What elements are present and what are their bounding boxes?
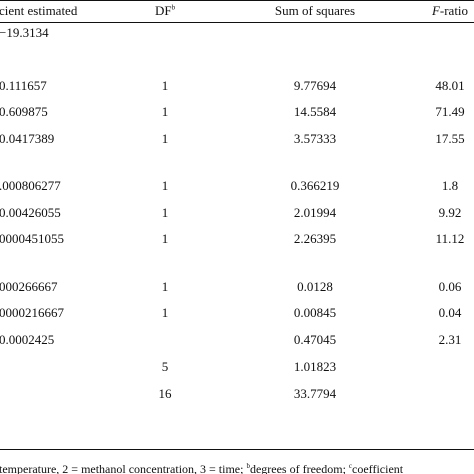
header-coefficient: cient estimated (0, 3, 78, 18)
cell-f-ratio: 0.06 (438, 279, 462, 294)
footnote-superscript-c: c (348, 462, 353, 470)
cell-sum-of-squares: 3.57333 (293, 131, 337, 146)
header-f-ratio: F-ratio (431, 3, 469, 18)
cell-df: 1 (161, 131, 169, 146)
footnote-superscript-b: b (246, 462, 250, 470)
cell-df: 16 (158, 386, 172, 401)
cell-f-ratio: 1.8 (441, 178, 459, 193)
cell-f-ratio: 48.01 (435, 78, 465, 93)
cell-df: 1 (161, 78, 169, 93)
cell-df: 1 (161, 104, 169, 119)
cell-coefficient: .000806277 (0, 178, 61, 193)
cell-coefficient: 000266667 (0, 279, 58, 294)
cell-coefficient: −19.3134 (0, 25, 49, 40)
table-bottom-rule (0, 449, 474, 450)
cell-df: 5 (161, 359, 169, 374)
cell-coefficient: 0.111657 (0, 78, 47, 93)
cell-f-ratio: 9.92 (438, 205, 462, 220)
header-df: DFb (154, 3, 176, 18)
cell-coefficient: 0.00426055 (0, 205, 61, 220)
cell-sum-of-squares: 2.26395 (293, 231, 337, 246)
cell-df: 1 (161, 178, 169, 193)
cell-sum-of-squares: 0.0128 (297, 279, 333, 294)
table-footnote: temperature, 2 = methanol concentration,… (0, 462, 404, 474)
cell-f-ratio: 71.49 (435, 104, 465, 119)
cell-coefficient: 0.0417389 (0, 131, 55, 146)
cell-coefficient: 0.0002425 (0, 332, 55, 347)
cell-sum-of-squares: 0.366219 (290, 178, 340, 193)
cell-df: 1 (161, 205, 169, 220)
cell-df: 1 (161, 279, 169, 294)
cell-df: 1 (161, 305, 169, 320)
cell-sum-of-squares: 0.47045 (293, 332, 337, 347)
cell-coefficient: 0.609875 (0, 104, 48, 119)
header-df-superscript: b (171, 3, 176, 12)
cell-df: 1 (161, 231, 169, 246)
header-sum-of-squares: Sum of squares (274, 3, 356, 18)
cell-sum-of-squares: 1.01823 (293, 359, 337, 374)
header-bottom-rule (0, 22, 474, 23)
cell-f-ratio: 0.04 (438, 305, 462, 320)
cell-f-ratio: 11.12 (435, 231, 465, 246)
cell-sum-of-squares: 0.00845 (293, 305, 337, 320)
table-top-rule (0, 0, 474, 1)
cell-f-ratio: 2.31 (438, 332, 462, 347)
cell-coefficient: 0000451055 (0, 231, 64, 246)
cell-sum-of-squares: 2.01994 (293, 205, 337, 220)
cell-sum-of-squares: 9.77694 (293, 78, 337, 93)
cell-coefficient: 0000216667 (0, 305, 64, 320)
cell-sum-of-squares: 33.7794 (293, 386, 337, 401)
cell-f-ratio: 17.55 (435, 131, 465, 146)
cell-sum-of-squares: 14.5584 (293, 104, 337, 119)
